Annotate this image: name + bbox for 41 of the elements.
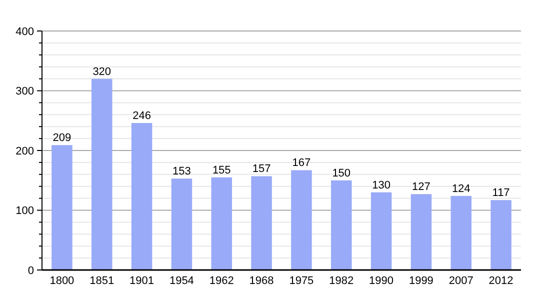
- data-label: 320: [92, 66, 112, 78]
- bar: [211, 177, 232, 270]
- y-tick-label: 100: [16, 205, 34, 218]
- x-tick-label: 1962: [209, 275, 234, 287]
- y-tick-label: 200: [16, 145, 34, 158]
- data-label: 167: [292, 157, 311, 170]
- data-label: 153: [172, 166, 191, 178]
- x-tick-label: 1851: [90, 275, 114, 287]
- bar: [91, 78, 112, 270]
- bar: [330, 180, 352, 270]
- x-tick-label: 2007: [448, 275, 474, 287]
- bar: [370, 192, 392, 270]
- data-label: 124: [452, 182, 470, 195]
- x-tick-label: 1990: [369, 275, 394, 287]
- bar: [291, 170, 312, 270]
- bar: [490, 200, 512, 270]
- data-label: 157: [252, 163, 271, 176]
- data-label: 130: [372, 179, 390, 192]
- data-label: 246: [132, 110, 151, 122]
- x-tick-label: 1954: [169, 275, 194, 287]
- bar: [131, 123, 152, 270]
- y-tick-label: 0: [28, 264, 34, 277]
- x-tick-label: 1982: [329, 275, 354, 287]
- y-tick-label: 400: [16, 26, 34, 38]
- x-tick-label: 1999: [408, 275, 434, 287]
- bar: [171, 178, 192, 270]
- x-tick-label: 1901: [130, 275, 154, 287]
- x-tick-label: 1975: [289, 275, 314, 287]
- data-label: 155: [212, 164, 231, 176]
- y-tick-label: 300: [16, 86, 34, 98]
- x-tick-label: 1800: [50, 275, 74, 287]
- bar: [450, 196, 472, 270]
- bar: [52, 145, 72, 270]
- data-label: 117: [492, 187, 510, 200]
- x-tick-label: 1968: [249, 275, 274, 287]
- data-label: 209: [52, 132, 72, 144]
- data-label: 150: [332, 167, 351, 180]
- bar: [410, 194, 432, 270]
- data-label: 127: [412, 181, 430, 194]
- x-tick-label: 2012: [488, 275, 514, 287]
- bar: [251, 176, 272, 270]
